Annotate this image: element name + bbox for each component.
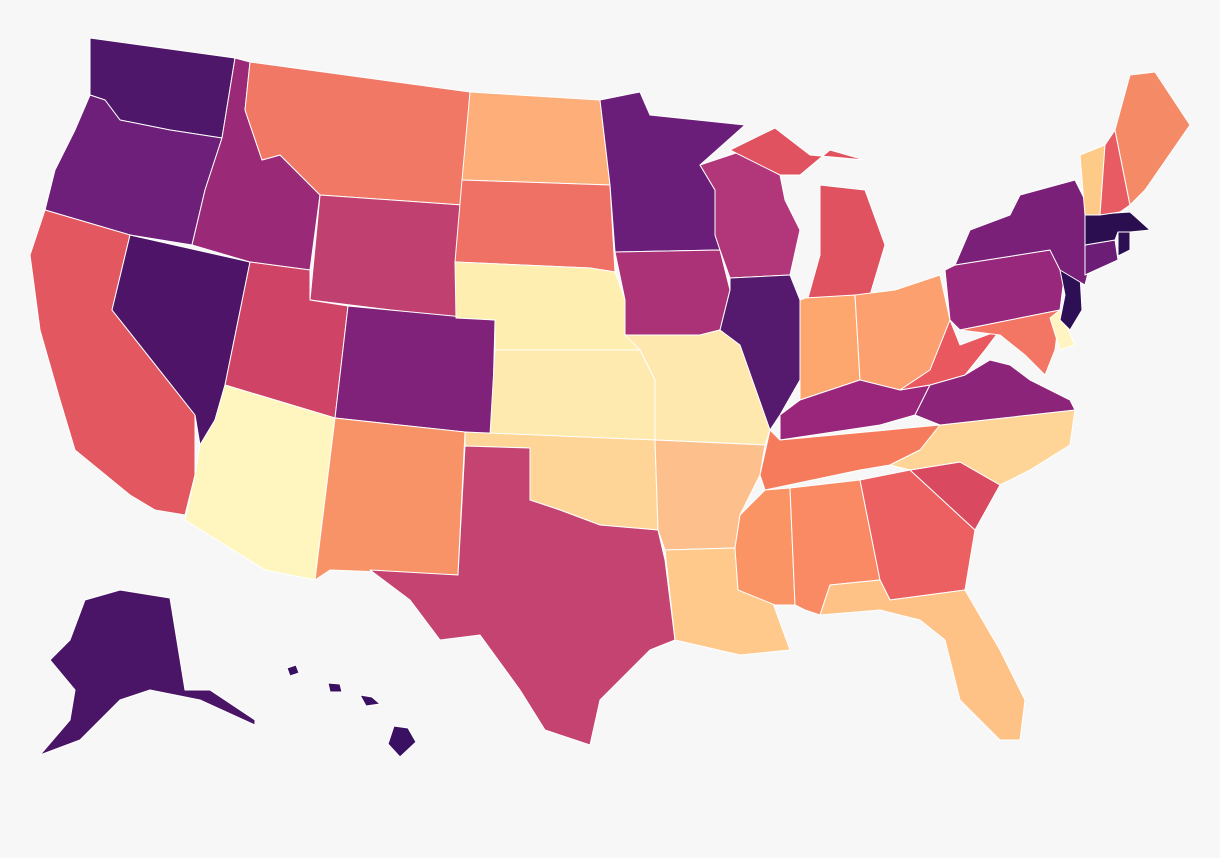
- region: [819, 579, 1026, 741]
- region: [309, 194, 463, 319]
- region: [369, 445, 676, 746]
- region: [286, 664, 417, 758]
- region: [1114, 71, 1191, 206]
- region: [461, 91, 611, 186]
- region: [1049, 309, 1076, 351]
- region: [614, 249, 731, 336]
- region: [719, 274, 801, 431]
- region: [39, 589, 256, 756]
- region: [1084, 211, 1151, 246]
- region: [454, 179, 616, 273]
- region: [1099, 129, 1131, 216]
- region: [489, 349, 656, 441]
- region: [624, 329, 771, 446]
- region: [334, 305, 496, 436]
- region: [314, 417, 466, 581]
